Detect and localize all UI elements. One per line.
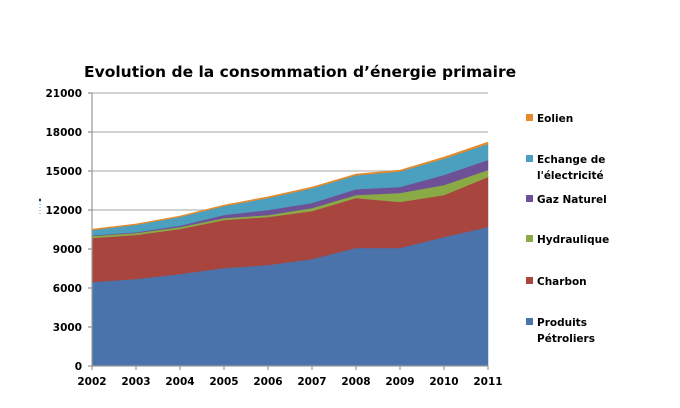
y-tick-label: 21000: [45, 88, 82, 100]
legend-item-hydraulique: Hydraulique: [526, 234, 609, 246]
legend-item-produits-petroliers: Produits Pétroliers: [526, 317, 595, 345]
x-tick-label: 2010: [429, 376, 458, 388]
area-eolien: [91, 141, 489, 231]
area-series: [91, 141, 489, 367]
x-tick-label: 2004: [165, 376, 194, 388]
x-tick-label: 2006: [253, 376, 282, 388]
x-tick-label: 2011: [473, 376, 502, 388]
legend-item-gaz-naturel: Gaz Naturel: [526, 194, 607, 206]
y-tick-label: 0: [75, 361, 82, 373]
x-tick-label: 2008: [341, 376, 370, 388]
legend-swatch: [526, 277, 533, 284]
legend-swatch: [526, 155, 533, 162]
legend-label: Gaz Naturel: [537, 194, 607, 206]
y-tick-label: 15000: [45, 166, 82, 178]
x-axis-ticks: 2002 2003 2004 2005 2006 2007 2008 2009 2010 2011: [77, 376, 502, 388]
legend-swatch: [526, 235, 533, 242]
x-tick-label: 2003: [121, 376, 150, 388]
y-tick-label: 9000: [53, 244, 82, 256]
legend-swatch: [526, 195, 533, 202]
cursor-artifact: [39, 198, 41, 216]
legend-label: Hydraulique: [537, 234, 609, 246]
y-tick-label: 6000: [53, 283, 82, 295]
legend-item-echange-de-l-electricite: Echange de l'électricité: [526, 154, 605, 182]
x-tick-label: 2007: [297, 376, 326, 388]
legend-swatch: [526, 114, 533, 121]
legend-label: Produits: [537, 317, 587, 329]
legend-label: Echange de: [537, 154, 605, 166]
x-tick-label: 2005: [209, 376, 238, 388]
x-tick-label: 2009: [385, 376, 414, 388]
y-tick-label: 12000: [45, 205, 82, 217]
legend-item-eolien: Eolien: [526, 113, 573, 125]
y-axis-ticks: 0 3000 6000 9000 12000 15000 18000 21000: [45, 88, 82, 373]
legend-label: Pétroliers: [537, 333, 595, 345]
axes: [88, 92, 489, 370]
y-tick-label: 18000: [45, 127, 82, 139]
y-tick-label: 3000: [53, 322, 82, 334]
legend-label: l'électricité: [537, 170, 604, 182]
legend: Eolien Echange de l'électricité Gaz Naturel…: [526, 113, 609, 345]
legend-label: Eolien: [537, 113, 573, 125]
legend-item-charbon: Charbon: [526, 276, 587, 288]
chart-title: Evolution de la consommation d’énergie p…: [84, 63, 516, 81]
legend-swatch: [526, 318, 533, 325]
x-tick-label: 2002: [77, 376, 106, 388]
legend-label: Charbon: [537, 276, 587, 288]
